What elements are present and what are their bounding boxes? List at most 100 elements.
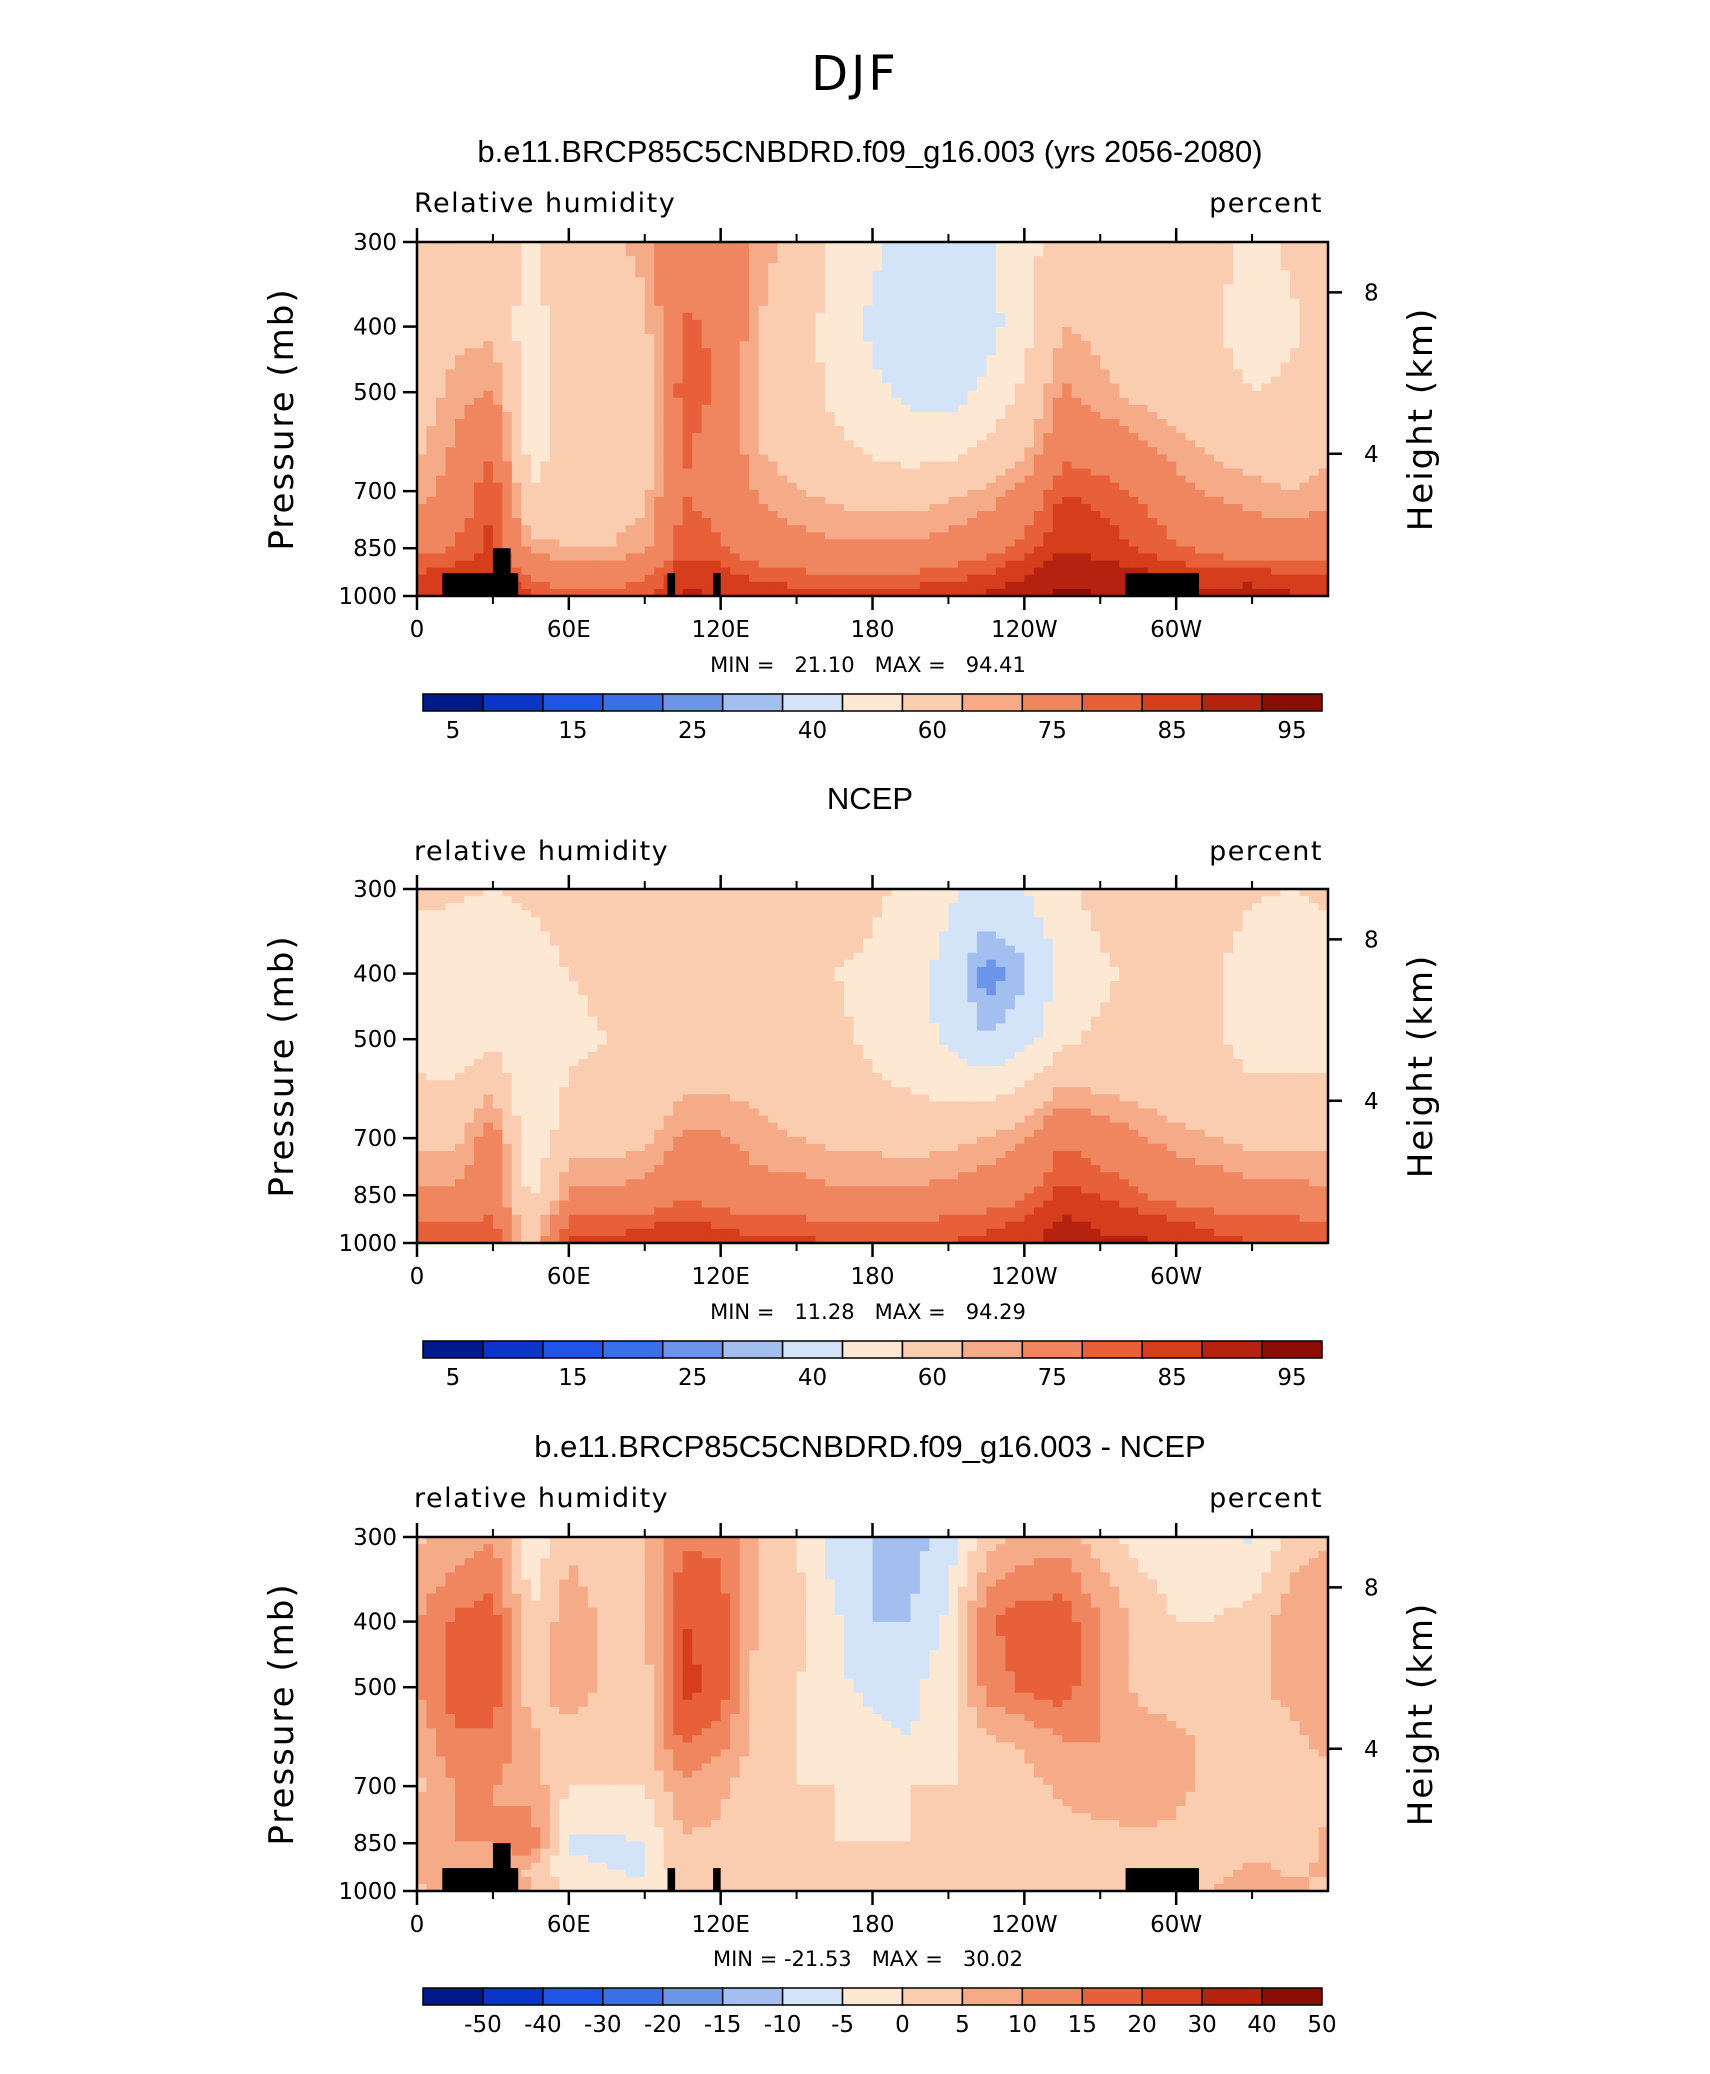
heatmap-cell xyxy=(654,574,665,583)
heatmap-cell xyxy=(967,560,978,569)
heatmap-cell xyxy=(844,574,855,583)
heatmap-cell xyxy=(938,539,950,548)
heatmap-cell xyxy=(919,433,931,441)
heatmap-cell xyxy=(1005,560,1016,569)
heatmap-cell xyxy=(1128,447,1139,455)
heatmap-cell xyxy=(758,263,769,271)
heatmap-cell xyxy=(1233,489,1244,498)
heatmap-cell xyxy=(1261,433,1272,441)
heatmap-cell xyxy=(435,242,447,250)
heatmap-cell xyxy=(559,319,570,328)
heatmap-cell xyxy=(787,348,798,356)
heatmap-cell xyxy=(1176,249,1187,257)
heatmap-cell xyxy=(910,397,921,406)
heatmap-cell xyxy=(1062,454,1073,463)
heatmap-cell xyxy=(929,454,940,463)
heatmap-cell xyxy=(730,291,741,300)
heatmap-cell xyxy=(815,298,826,307)
heatmap-cell xyxy=(597,553,608,562)
heatmap-cell xyxy=(492,426,504,434)
heatmap-cell xyxy=(1043,305,1054,314)
heatmap-cell xyxy=(473,242,485,250)
heatmap-cell xyxy=(587,419,598,427)
heatmap-cell xyxy=(957,291,968,300)
heatmap-cell xyxy=(1204,426,1215,434)
heatmap-cell xyxy=(1185,369,1196,378)
heatmap-cell xyxy=(730,341,741,349)
heatmap-cell xyxy=(1147,447,1158,455)
heatmap-cell xyxy=(1109,440,1120,448)
heatmap-cell xyxy=(900,341,912,349)
heatmap-cell xyxy=(796,496,807,505)
colorbar-box xyxy=(1141,693,1203,712)
heatmap-cell xyxy=(1138,503,1149,512)
heatmap-cell xyxy=(758,433,769,441)
heatmap-cell xyxy=(587,334,598,342)
heatmap-cell xyxy=(1252,419,1263,427)
heatmap-cell xyxy=(454,454,466,463)
heatmap-cell xyxy=(454,567,466,576)
heatmap-cell xyxy=(853,291,864,300)
heatmap-cell xyxy=(1033,291,1044,300)
heatmap-cell xyxy=(815,496,826,505)
heatmap-cell xyxy=(1128,397,1139,406)
heatmap-cell xyxy=(910,553,921,562)
heatmap-cell xyxy=(1309,426,1320,434)
heatmap-cell xyxy=(1223,249,1234,257)
heatmap-cell xyxy=(502,411,513,420)
heatmap-cell xyxy=(625,383,636,392)
heatmap-cell xyxy=(825,334,836,342)
heatmap-cell xyxy=(948,489,959,498)
heatmap-cell xyxy=(872,419,883,427)
heatmap-cell xyxy=(891,305,902,314)
heatmap-cell xyxy=(616,440,627,448)
heatmap-cell xyxy=(938,312,950,321)
heatmap-cell xyxy=(1062,355,1073,363)
heatmap-cell xyxy=(492,383,504,392)
heatmap-cell xyxy=(1280,581,1291,590)
heatmap-cell xyxy=(1071,496,1082,505)
heatmap-cell xyxy=(663,355,674,363)
heatmap-cell xyxy=(1233,518,1244,526)
panel-1-title: b.e11.BRCP85C5CNBDRD.f09_g16.003 (yrs 20… xyxy=(477,134,1262,169)
heatmap-cell xyxy=(701,348,712,356)
heatmap-cell xyxy=(587,326,598,335)
heatmap-cell xyxy=(606,348,617,356)
heatmap-cell xyxy=(815,518,826,526)
heatmap-cell xyxy=(1176,362,1187,371)
heatmap-cell xyxy=(796,305,807,314)
heatmap-cell xyxy=(625,489,636,498)
heatmap-cell xyxy=(796,454,807,463)
heatmap-cell xyxy=(1318,270,1329,278)
heatmap-cell xyxy=(967,341,978,349)
heatmap-cell xyxy=(1043,348,1054,356)
heatmap-cell xyxy=(1280,426,1291,434)
heatmap-cell xyxy=(1204,249,1215,257)
heatmap-cell xyxy=(644,348,655,356)
heatmap-cell xyxy=(1223,482,1234,491)
heatmap-cell xyxy=(606,383,617,392)
heatmap-cell xyxy=(483,896,494,904)
heatmap-cell xyxy=(938,525,950,533)
heatmap-cell xyxy=(787,454,798,463)
heatmap-cell xyxy=(1271,440,1282,448)
heatmap-cell xyxy=(1166,419,1177,427)
heatmap-cell xyxy=(1043,433,1054,441)
heatmap-cell xyxy=(986,581,997,590)
heatmap-cell xyxy=(1100,242,1111,250)
heatmap-cell xyxy=(635,496,646,505)
heatmap-cell xyxy=(1100,376,1111,385)
heatmap-cell xyxy=(1138,383,1149,392)
heatmap-cell xyxy=(900,511,912,519)
heatmap-cell xyxy=(872,518,883,526)
heatmap-cell xyxy=(1280,588,1291,597)
heatmap-cell xyxy=(834,270,845,278)
colorbar-label: 85 xyxy=(1158,718,1187,744)
heatmap-cell xyxy=(1128,355,1139,363)
heatmap-cell xyxy=(910,284,921,293)
heatmap-cell xyxy=(473,567,485,576)
heatmap-cell xyxy=(426,461,437,470)
heatmap-cell xyxy=(1005,397,1016,406)
heatmap-cell xyxy=(1109,334,1120,342)
heatmap-cell xyxy=(682,326,693,335)
